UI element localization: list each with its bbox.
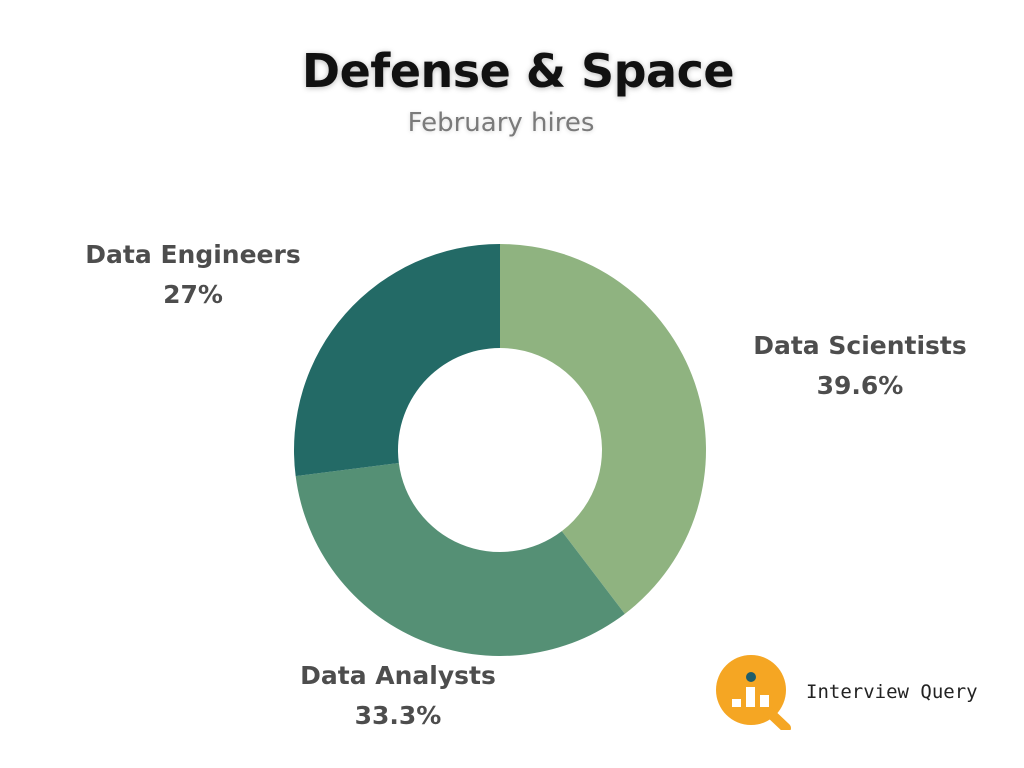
slice-label-value: 27%	[163, 280, 223, 309]
slice-label-data-engineers: Data Engineers 27%	[74, 235, 312, 315]
slice-data-analysts	[295, 462, 625, 656]
slice-label-name: Data Engineers	[85, 240, 301, 269]
slice-label-data-scientists: Data Scientists 39.6%	[742, 326, 978, 406]
slice-label-name: Data Scientists	[753, 331, 967, 360]
chart-title: Defense & Space	[301, 44, 735, 98]
slice-data-engineers	[294, 244, 500, 477]
slice-data-scientists	[500, 244, 706, 614]
slice-label-value: 39.6%	[816, 371, 904, 400]
slice-label-name: Data Analysts	[300, 661, 496, 690]
chart-subtitle: February hires	[407, 108, 595, 138]
magnifier-bar-chart-icon	[716, 655, 791, 730]
slice-label-data-analysts: Data Analysts 33.3%	[284, 656, 512, 736]
interview-query-logo: Interview Query	[716, 655, 986, 730]
slice-label-value: 33.3%	[354, 701, 442, 730]
logo-wordmark: Interview Query	[806, 681, 978, 703]
